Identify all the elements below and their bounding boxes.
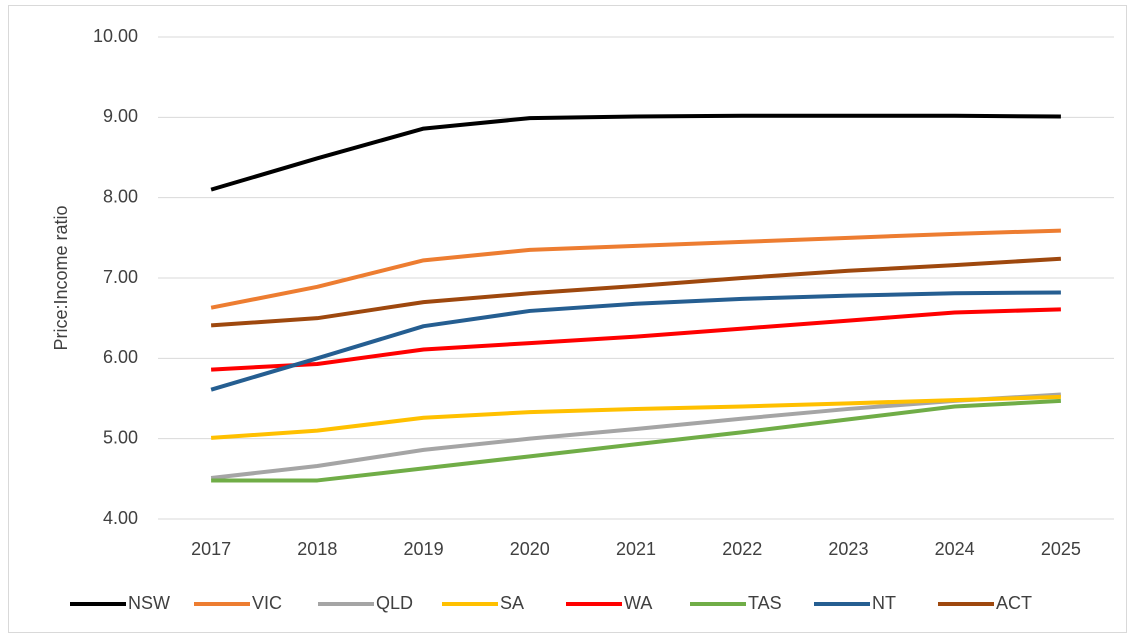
legend-label: QLD: [376, 593, 413, 613]
x-tick-label: 2023: [828, 539, 868, 559]
legend-label: WA: [624, 593, 652, 613]
series-line: [210, 394, 1061, 440]
series-line: [210, 256, 1062, 328]
legend-label: VIC: [252, 593, 282, 613]
legend-label: ACT: [996, 593, 1032, 613]
x-tick-label: 2024: [935, 539, 975, 559]
y-tick-label: 5.00: [103, 427, 138, 447]
y-axis-title: Price:Income ratio: [51, 205, 71, 350]
series-line: [211, 398, 1061, 483]
y-tick-label: 8.00: [103, 186, 138, 206]
x-tick-label: 2021: [616, 539, 656, 559]
x-tick-label: 2019: [404, 539, 444, 559]
series-line: [210, 113, 1061, 192]
x-tick-label: 2017: [191, 539, 231, 559]
x-tick-label: 2020: [510, 539, 550, 559]
y-tick-label: 9.00: [103, 106, 138, 126]
y-tick-label: 6.00: [103, 347, 138, 367]
x-tick-label: 2025: [1041, 539, 1081, 559]
legend-label: NT: [872, 593, 896, 613]
legend-label: TAS: [748, 593, 782, 613]
legend-label: SA: [500, 593, 524, 613]
x-tick-label: 2022: [722, 539, 762, 559]
series-line: [210, 290, 1061, 392]
series-line: [210, 228, 1061, 310]
x-tick-label: 2018: [297, 539, 337, 559]
y-tick-label: 7.00: [103, 267, 138, 287]
series-line: [211, 307, 1061, 372]
legend-label: NSW: [128, 593, 170, 613]
y-tick-label: 10.00: [93, 26, 138, 46]
chart-border: [8, 5, 1127, 633]
series-line: [210, 392, 1062, 481]
y-tick-label: 4.00: [103, 508, 138, 528]
